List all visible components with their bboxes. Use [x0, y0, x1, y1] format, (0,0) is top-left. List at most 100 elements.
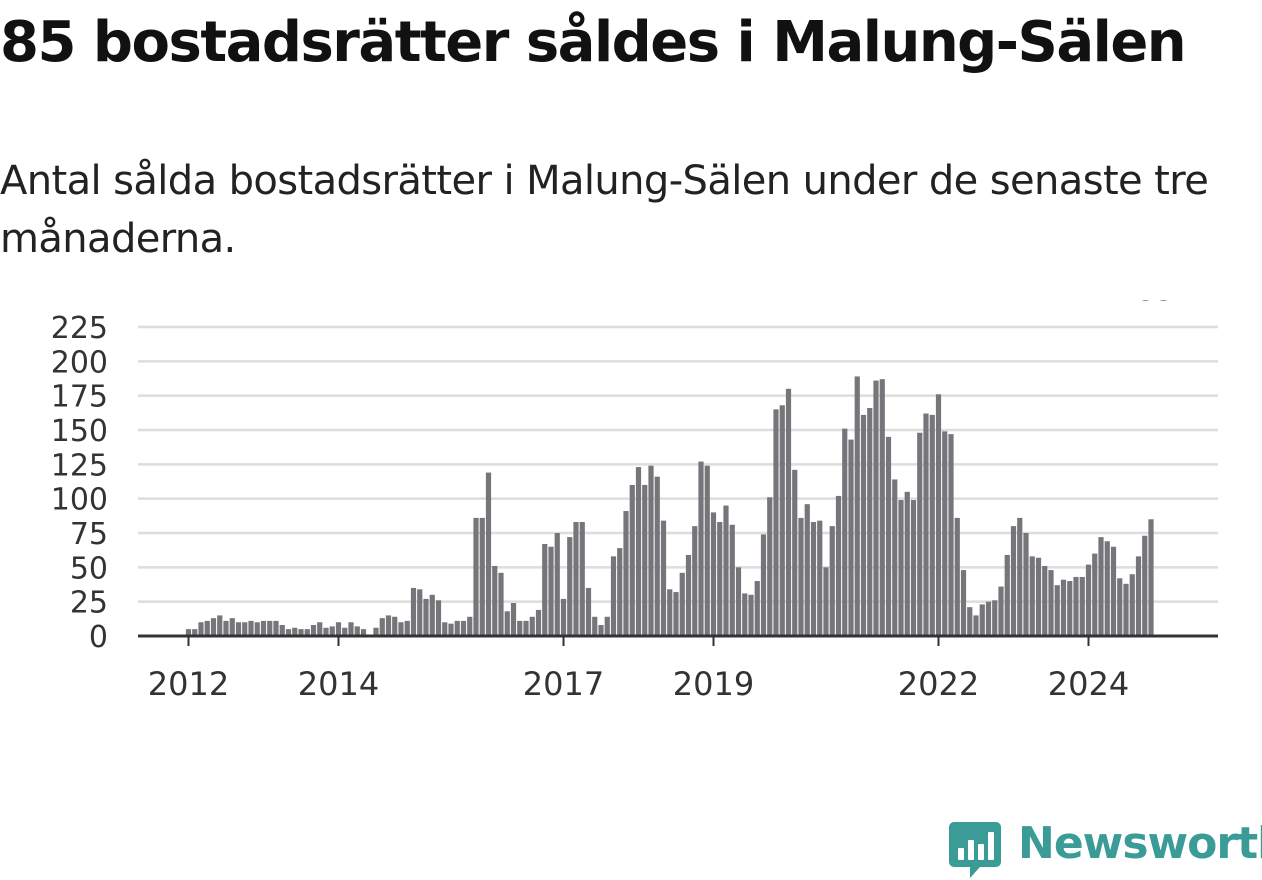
bar: [235, 622, 242, 636]
x-tick-label: 2019: [673, 665, 754, 703]
bar: [685, 554, 692, 636]
bar: [885, 436, 892, 636]
bar: [823, 567, 829, 636]
bar: [910, 500, 917, 636]
bar: [548, 546, 554, 636]
bar: [935, 394, 942, 636]
bar: [585, 587, 592, 636]
bar: [279, 625, 285, 636]
bar: [967, 607, 973, 636]
bar: [604, 616, 610, 636]
bar: [729, 524, 735, 636]
bar: [998, 586, 1004, 636]
bar: [892, 479, 898, 636]
newsworthy-logo-icon: [949, 822, 1001, 878]
bar: [617, 548, 623, 636]
bar: [473, 517, 479, 636]
bar: [1017, 517, 1023, 636]
chart-bars: [185, 376, 1154, 636]
bar: [898, 500, 904, 636]
bar: [360, 629, 367, 636]
bar: [1098, 537, 1104, 636]
bar: [292, 627, 298, 636]
x-tick-label: 2022: [898, 665, 979, 703]
bar: [229, 618, 235, 636]
bar: [298, 629, 304, 636]
highlight-value-label: 85: [1135, 300, 1176, 308]
bar: [1148, 519, 1154, 636]
y-tick-label: 125: [51, 448, 108, 483]
bar: [248, 620, 254, 636]
bar: [410, 587, 417, 636]
bar: [1129, 574, 1135, 636]
bar: [960, 570, 967, 636]
bar: [560, 598, 567, 636]
bar: [842, 428, 848, 636]
bar: [448, 623, 454, 636]
bar: [723, 505, 729, 636]
bar: [492, 565, 498, 636]
bar: [979, 604, 985, 636]
bar: [754, 581, 760, 636]
bar: [242, 622, 248, 636]
y-tick-label: 175: [51, 380, 108, 415]
bar: [648, 465, 654, 636]
bar: [1010, 526, 1017, 636]
bar: [735, 567, 742, 636]
chart-title: 85 bostadsrätter såldes i Malung-Sälen: [0, 10, 1187, 75]
bar: [1092, 553, 1098, 636]
bar: [529, 616, 535, 636]
bar: [779, 405, 785, 636]
bar: [635, 467, 642, 636]
bar: [879, 379, 885, 636]
bar: [704, 465, 710, 636]
bar: [485, 472, 492, 636]
bar: [429, 594, 435, 636]
bar: [610, 556, 617, 636]
bar: [1054, 585, 1060, 636]
bar: [404, 620, 410, 636]
bar: [285, 629, 292, 636]
bar: [948, 434, 954, 636]
bar: [810, 522, 817, 636]
bar: [542, 543, 548, 636]
bar: [1079, 576, 1085, 636]
bar: [773, 409, 779, 636]
bar: [767, 497, 773, 636]
bar: [254, 622, 260, 636]
bar: [679, 572, 685, 636]
bar: [1104, 541, 1110, 636]
bar: [654, 476, 660, 636]
bar: [329, 626, 335, 636]
bar: [185, 629, 192, 636]
x-axis: 2012 2014 2017 2019 2022 2024: [138, 634, 1218, 703]
bar: [1035, 557, 1042, 636]
bar: [198, 622, 204, 636]
bar: [792, 469, 798, 636]
bar: [498, 572, 504, 636]
bar: [260, 620, 267, 636]
bar: [748, 594, 754, 636]
y-tick-label: 75: [70, 517, 108, 552]
bar: [929, 414, 935, 636]
bar: [567, 537, 573, 636]
bar: [1117, 578, 1123, 636]
bar: [973, 615, 979, 636]
bar: [310, 625, 317, 636]
y-tick-label: 200: [51, 345, 108, 380]
bar: [1067, 581, 1073, 636]
bar: [442, 622, 448, 636]
bar: [535, 609, 542, 636]
bar: [854, 376, 860, 636]
bar: [273, 620, 279, 636]
bar: [460, 620, 467, 636]
chart-subtitle: Antal sålda bostadsrätter i Malung-Sälen…: [0, 158, 1209, 262]
bar: [348, 622, 354, 636]
bar: [454, 620, 460, 636]
bar: [1042, 565, 1048, 636]
bar: [917, 432, 923, 636]
bar: [717, 522, 723, 636]
bar: [804, 504, 810, 636]
bar: [573, 522, 579, 636]
bar: [217, 615, 223, 636]
